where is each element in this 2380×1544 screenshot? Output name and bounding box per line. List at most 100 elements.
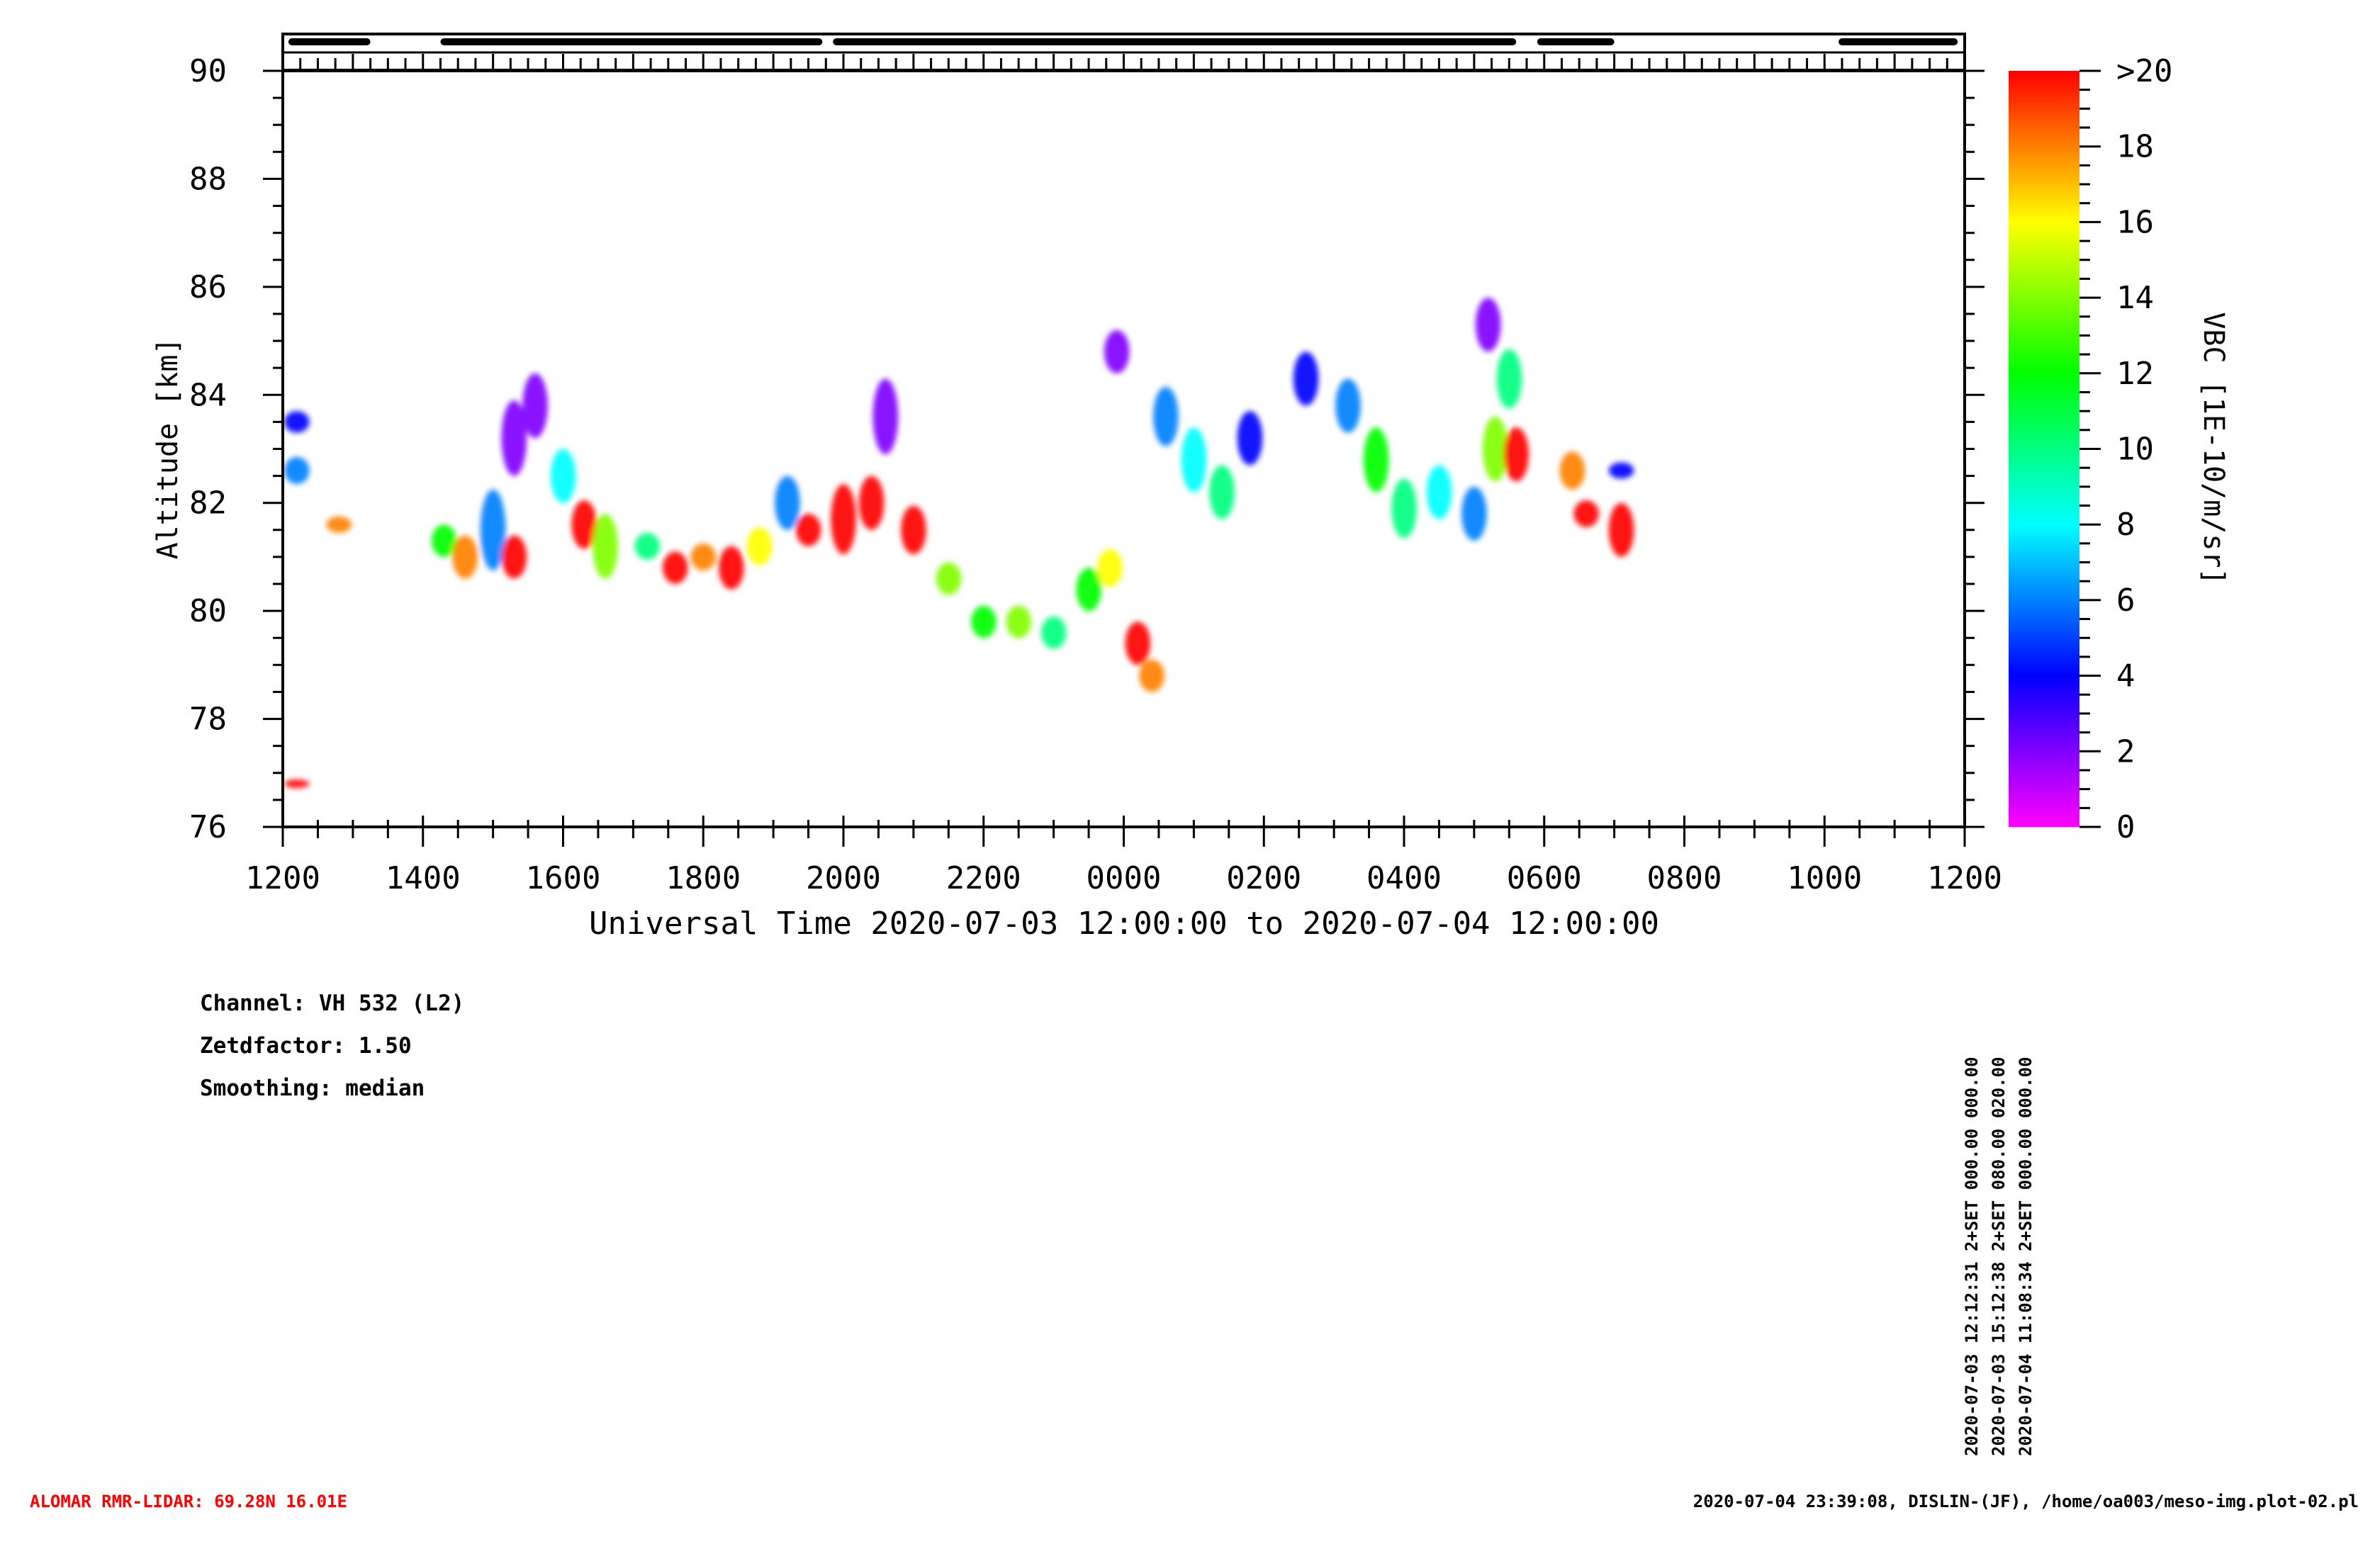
x-tick-label: 0400 <box>1366 860 1442 896</box>
echo-cell <box>1006 605 1031 638</box>
x-axis-ticks: 1200 1400 1600 1800 2000 2200 0000 0200 0400 0600… <box>245 816 2002 896</box>
colorbar-tick-label: 16 <box>2116 204 2154 240</box>
echo-cell <box>1426 465 1452 519</box>
echo-layer <box>1104 298 1529 541</box>
echo-cell <box>1096 548 1123 587</box>
colorbar-tick-label: 10 <box>2116 432 2154 468</box>
echo-cell <box>452 535 478 579</box>
echo-cell <box>480 489 506 570</box>
echo-cell <box>501 535 527 579</box>
echo-cell <box>690 543 717 570</box>
x-tick-label: 1600 <box>526 860 601 896</box>
y-tick-label: 76 <box>189 809 227 845</box>
station-label: ALOMAR RMR-LIDAR: 69.28N 16.01E <box>30 1492 347 1511</box>
echo-cell <box>795 513 821 546</box>
x-tick-label: 1200 <box>245 860 320 896</box>
smoothing-text: Smoothing: median <box>200 1076 425 1101</box>
echo-cell <box>634 532 660 560</box>
run-line-3: 2020-07-04 11:08:34 2+SET 000.00 000.00 <box>2016 1056 2036 1456</box>
echo-cell <box>593 513 618 579</box>
echo-cell <box>1181 427 1207 492</box>
colorbar-tick-label: 2 <box>2116 733 2135 770</box>
zetdfactor-text: Zetdfactor: 1.50 <box>200 1033 412 1059</box>
echo-cell <box>1076 568 1101 612</box>
x-tick-label: 0800 <box>1647 860 1722 896</box>
x-tick-label: 0000 <box>1087 860 1162 896</box>
echo-cell <box>858 475 885 530</box>
run-line-1: 2020-07-03 12:12:31 2+SET 000.00 000.00 <box>1962 1056 1982 1456</box>
colorbar-label: VBC [1E-10/m/sr] <box>2197 312 2230 585</box>
y-tick-label: 84 <box>189 377 227 413</box>
x-tick-label: 0200 <box>1226 860 1301 896</box>
echo-cell <box>746 527 773 565</box>
x-tick-label: 2200 <box>946 860 1021 896</box>
echo-cell <box>1475 298 1501 352</box>
echo-cell <box>970 605 997 638</box>
y-tick-label: 80 <box>189 593 227 629</box>
y-tick-label: 86 <box>189 269 227 305</box>
echo-cell <box>1482 416 1508 482</box>
echo-layer <box>284 411 352 789</box>
measurement-period-bar <box>1537 38 1615 45</box>
measurement-period-bar <box>833 38 1517 45</box>
echo-cell <box>1391 478 1417 539</box>
echo-cell <box>1125 621 1151 665</box>
y-tick-label: 82 <box>189 485 227 522</box>
echo-cell <box>1503 427 1529 482</box>
echo-cell <box>550 449 576 503</box>
measurement-period-bar <box>1839 38 1958 45</box>
y-tick-label: 78 <box>189 701 227 738</box>
y-axis-ticks: 76 78 80 82 84 86 88 90 <box>189 53 1985 845</box>
x-tick-label: 1200 <box>1927 860 2002 896</box>
echo-cell <box>1573 500 1599 528</box>
echo-cell <box>662 551 688 585</box>
channel-text: Channel: VH 532 (L2) <box>200 991 465 1016</box>
echo-cell <box>1363 427 1389 492</box>
echo-layer <box>1559 451 1634 557</box>
colorbar-tick-label: >20 <box>2116 53 2172 89</box>
x-tick-label: 0600 <box>1507 860 1582 896</box>
strip-ticks <box>281 54 1966 70</box>
measurement-periods <box>288 38 1958 45</box>
colorbar-tick-label: 0 <box>2116 809 2135 845</box>
run-line-2: 2020-07-03 15:12:38 2+SET 080.00 020.00 <box>1989 1056 2009 1456</box>
colorbar-tick-label: 12 <box>2116 356 2154 392</box>
colorbar-ticks: 0 2 4 6 8 10 12 14 16 18 >20 <box>2079 53 2172 845</box>
echo-cell <box>775 475 800 530</box>
colorbar-tick-label: 4 <box>2116 658 2135 694</box>
plot-frame <box>281 69 1966 828</box>
x-tick-label: 1400 <box>386 860 461 896</box>
echo-cell <box>1608 462 1634 479</box>
x-tick-label: 2000 <box>806 860 881 896</box>
echo-cell <box>1335 378 1361 433</box>
y-tick-label: 90 <box>189 53 227 89</box>
echo-cell <box>284 779 310 789</box>
measurement-period-bar <box>440 38 823 45</box>
echo-layer <box>431 373 821 590</box>
y-axis-label: Altitude [km] <box>152 337 184 559</box>
echo-cell <box>1209 465 1235 519</box>
x-tick-label: 1000 <box>1787 860 1862 896</box>
echo-cell <box>284 411 310 433</box>
echo-cell <box>1559 451 1585 490</box>
echo-cell <box>1461 486 1487 541</box>
echo-cell <box>1040 616 1067 649</box>
measurement-period-bar <box>288 38 371 45</box>
echo-cell <box>522 373 548 439</box>
echo-cell <box>431 524 457 557</box>
colorbar-tick-label: 6 <box>2116 582 2135 619</box>
colorbar-tick-label: 14 <box>2116 280 2154 316</box>
echo-cell <box>1608 502 1634 557</box>
plot-data <box>284 298 1634 789</box>
echo-cell <box>1139 659 1164 692</box>
echo-cell <box>1104 329 1130 373</box>
echo-cell <box>326 516 352 533</box>
y-tick-label: 88 <box>189 161 227 197</box>
echo-cell <box>1153 386 1179 446</box>
echo-cell <box>872 378 899 455</box>
colorbar-tick-label: 18 <box>2116 129 2154 165</box>
colorbar-tick-label: 8 <box>2116 507 2135 543</box>
source-label: 2020-07-04 23:39:08, DISLIN-(JF), /home/… <box>1693 1492 2359 1511</box>
echo-cell <box>901 505 926 555</box>
